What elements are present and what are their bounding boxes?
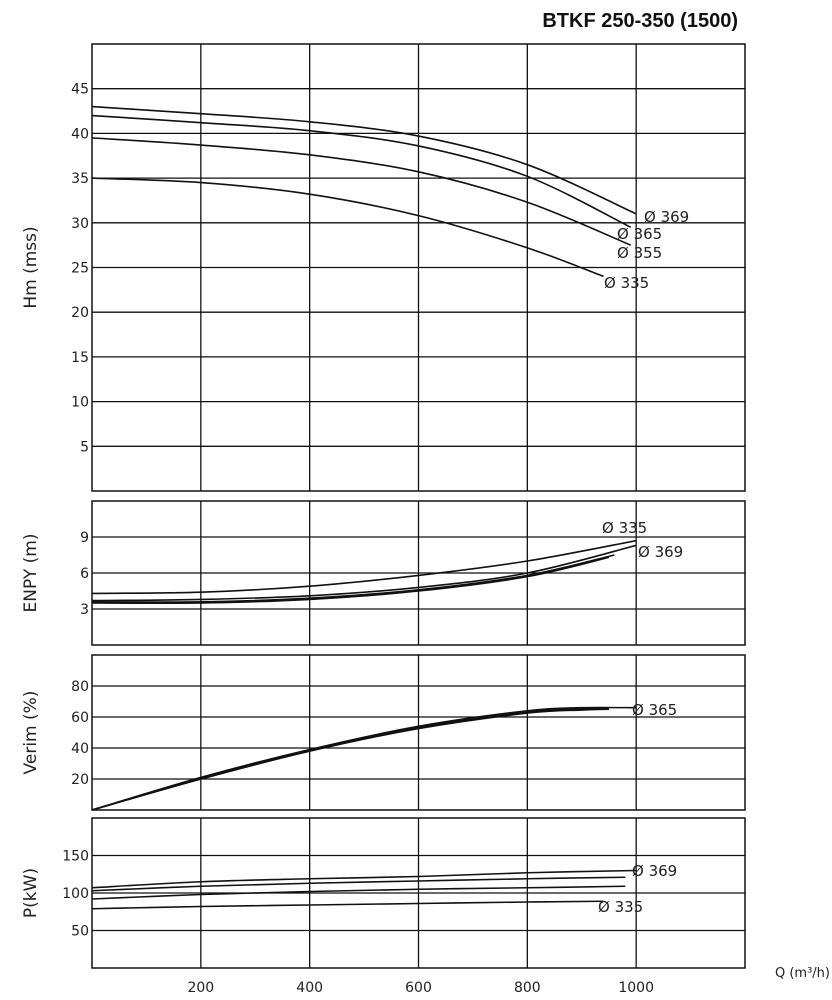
y-tick-label: 9 — [80, 530, 89, 546]
panel-frame — [91, 500, 746, 646]
y-tick-label: 100 — [62, 886, 89, 902]
curve-2-2 — [91, 544, 637, 602]
curve-2-3 — [91, 554, 615, 603]
curve-4-2 — [91, 876, 626, 892]
y-tick-label: 6 — [80, 566, 89, 582]
curve-1-2 — [91, 114, 632, 228]
y-axis-label: P(kW) — [21, 868, 41, 918]
y-tick-label: 60 — [71, 710, 89, 726]
curve-3-1 — [91, 706, 637, 811]
chart-title: BTKF 250-350 (1500) — [542, 10, 738, 32]
y-tick-label: 35 — [71, 171, 89, 187]
y-tick-label: 45 — [71, 82, 89, 98]
panel-4: 50 100 150 P(kW) Ø 369 Ø 335 — [21, 817, 746, 969]
curve-label: Ø 335 — [598, 898, 643, 916]
curve-label: Ø 355 — [617, 244, 662, 262]
y-tick-label: 40 — [71, 126, 89, 142]
y-tick-label: 3 — [80, 602, 89, 618]
curve-2-4 — [91, 556, 610, 605]
y-tick-label: 20 — [71, 772, 89, 788]
curve-1-4 — [91, 177, 604, 278]
curve-3-3 — [91, 707, 609, 811]
curve-label: Ø 369 — [644, 208, 689, 226]
curve-label: Ø 369 — [632, 862, 677, 880]
panel-frame — [91, 654, 746, 811]
y-tick-label: 30 — [71, 216, 89, 232]
curve-3-2 — [91, 708, 609, 811]
curve-label: Ø 335 — [604, 274, 649, 292]
y-tick-label: 50 — [71, 924, 89, 940]
panel-frame — [91, 817, 746, 969]
curve-label: Ø 365 — [632, 701, 677, 719]
x-tick-label: 200 — [187, 980, 214, 996]
y-tick-label: 5 — [80, 439, 89, 455]
x-tick-label: 800 — [514, 980, 541, 996]
curve-1-3 — [91, 137, 632, 246]
panel-2: 3 6 9 ENPY (m) Ø 335 Ø 369 — [21, 500, 746, 646]
curve-3-4 — [91, 708, 609, 811]
x-tick-label: 600 — [405, 980, 432, 996]
y-tick-label: 10 — [71, 395, 89, 411]
x-axis-label: Q (m³/h) — [775, 966, 830, 981]
y-tick-label: 40 — [71, 741, 89, 757]
y-axis-label: Hm (mss) — [21, 226, 41, 308]
curve-4-3 — [91, 885, 626, 900]
y-tick-label: 25 — [71, 261, 89, 277]
panel-frame — [91, 43, 746, 492]
curve-label: Ø 365 — [617, 225, 662, 243]
x-tick-label: 1000 — [618, 980, 654, 996]
y-tick-label: 80 — [71, 679, 89, 695]
curve-label: Ø 335 — [602, 519, 647, 537]
curve-1-1 — [91, 105, 637, 215]
curve-2-1 — [91, 539, 637, 595]
x-tick-label: 400 — [296, 980, 323, 996]
curve-label: Ø 369 — [638, 543, 683, 561]
y-axis-label: ENPY (m) — [21, 534, 41, 613]
curve-4-1 — [91, 869, 637, 889]
y-tick-label: 150 — [62, 849, 89, 865]
y-axis-label: Verim (%) — [21, 691, 41, 775]
curve-4-4 — [91, 900, 604, 910]
y-tick-label: 15 — [71, 350, 89, 366]
panel-3: 20 40 60 80 Verim (%) Ø 365 — [21, 654, 746, 811]
y-tick-label: 20 — [71, 305, 89, 321]
